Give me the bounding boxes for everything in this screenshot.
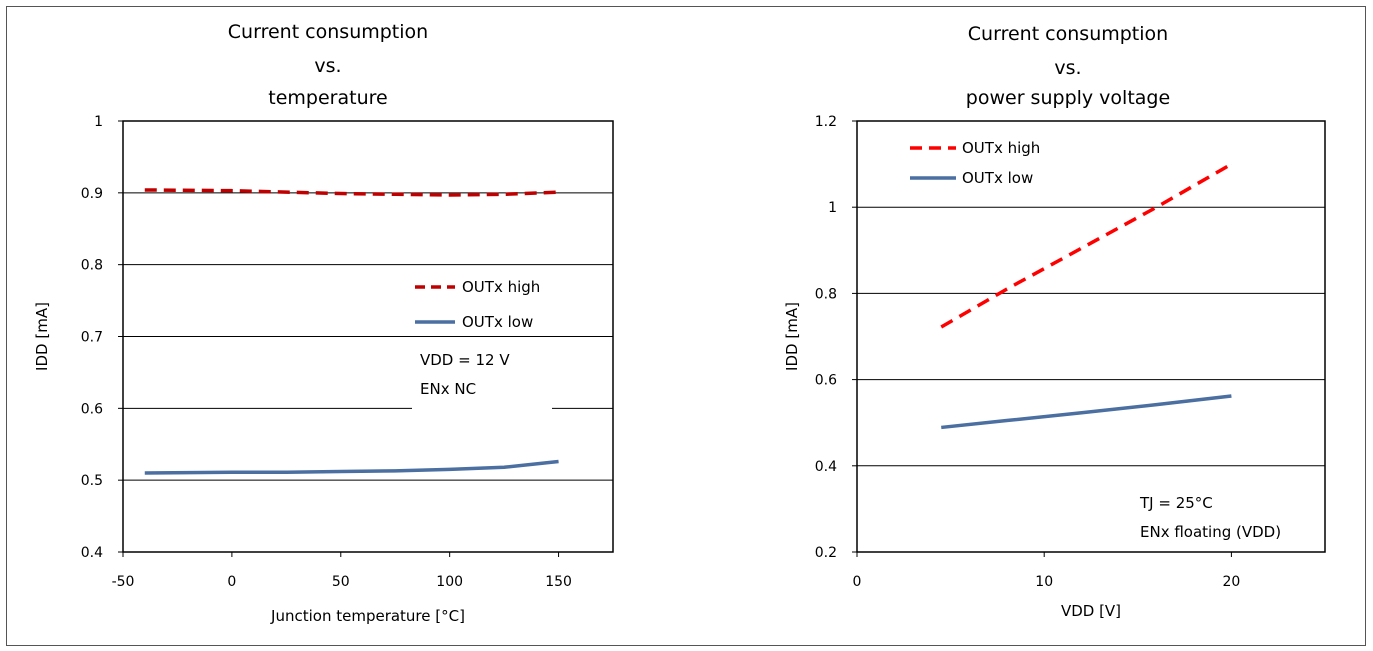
chart-title-line: vs. [1054,57,1081,79]
x-tick-label: -50 [112,574,135,590]
y-tick-label: 1.2 [815,114,837,130]
series-line-outx-low [941,394,1232,430]
y-tick-label: 0.8 [815,286,837,302]
x-tick-label: 0 [227,574,236,590]
chart-2: Current consumption vs. power supply volta… [783,23,1326,620]
y-tick-label: 1 [828,200,837,216]
chart-1: Current consumption vs. temperature 0.4 0.5 0… [33,21,614,625]
x-tick-label: 50 [332,574,350,590]
chart-annotation: TJ = 25°C [1139,494,1213,512]
chart-title-line: vs. [314,55,341,77]
chart-annotation: ENx floating (VDD) [1140,523,1281,541]
legend-label: OUTx low [462,313,533,331]
x-tick-label: 100 [436,574,463,590]
x-tick-label: 0 [853,574,862,590]
series-line-outx-high [144,188,559,197]
y-tick-label: 0.9 [81,186,103,202]
legend-label: OUTx high [462,278,540,296]
figure-frame [6,6,1366,646]
annotation-box [412,346,552,412]
chart-annotation: ENx NC [420,380,476,398]
y-tick-label: 0.6 [81,401,103,417]
chart-annotation: VDD = 12 V [420,351,510,369]
legend-label: OUTx high [962,139,1040,157]
y-tick-label: 0.8 [81,258,103,274]
y-axis-label: IDD [mA] [33,302,51,371]
plot-area [856,120,1326,553]
series-line-outx-high [940,162,1233,329]
y-tick-label: 0.4 [815,459,837,475]
chart-title-line: power supply voltage [966,87,1170,109]
chart-title-line: temperature [268,87,387,109]
y-tick-label: 0.5 [81,473,103,489]
x-tick-label: 20 [1222,574,1240,590]
legend-label: OUTx low [962,169,1033,187]
y-tick-label: 0.7 [81,330,103,346]
x-axis-label: VDD [V] [1061,602,1121,620]
y-axis-label: IDD [mA] [783,302,801,371]
y-tick-label: 1 [94,114,103,130]
series-line-outx-low [144,459,559,475]
x-tick-label: 10 [1035,574,1053,590]
y-tick-label: 0.2 [815,545,837,561]
chart-title-line: Current consumption [968,23,1168,45]
y-tick-label: 0.4 [81,545,103,561]
y-tick-label: 0.6 [815,373,837,389]
x-axis-label: Junction temperature [°C] [270,607,465,625]
chart-title-line: Current consumption [228,21,428,43]
x-tick-label: 150 [545,574,572,590]
